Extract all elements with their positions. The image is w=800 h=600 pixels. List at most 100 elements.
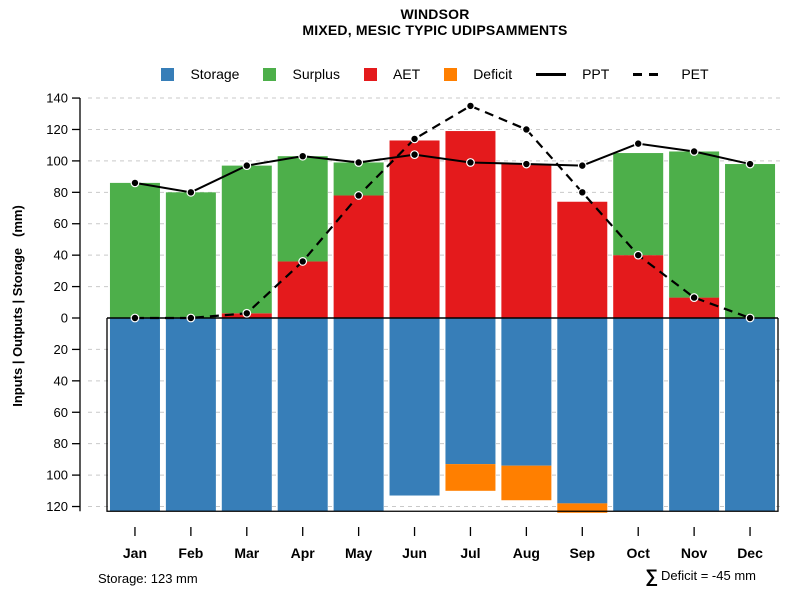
deficit-total-label: ∑ Deficit = -45 mm — [645, 566, 756, 587]
surplus-bar-apr — [277, 156, 328, 262]
solid-line-icon — [536, 72, 567, 76]
storage-bar-feb — [165, 318, 216, 512]
pet-point-apr — [298, 257, 308, 266]
pet-point-dec — [745, 313, 755, 323]
pet-point-feb — [186, 313, 196, 323]
ppt-path — [134, 142, 751, 194]
storage-bar-sep — [557, 318, 608, 504]
legend-item-aet: AET — [363, 66, 421, 82]
chart-title: WINDSOR — [400, 6, 470, 22]
storage-bar-aug — [501, 318, 552, 466]
pet-point-aug — [521, 125, 531, 134]
pet-point-mar — [242, 308, 252, 318]
aet-bar-jun — [389, 140, 440, 318]
legend-label: PET — [681, 66, 709, 82]
legend-item-deficit: Deficit — [444, 66, 512, 82]
surplus-bar-nov — [669, 151, 720, 298]
legend-item-ppt: PPT — [536, 66, 609, 82]
month-label-jan: Jan — [123, 545, 147, 561]
storage-total-label: Storage: 123 mm — [98, 571, 198, 586]
storage-swatch-icon — [161, 67, 175, 81]
chart-subtitle: MIXED, MESIC TYPIC UDIPSAMMENTS — [302, 22, 568, 38]
aet-bar-nov — [669, 297, 720, 318]
sigma-icon: ∑ — [645, 566, 658, 586]
aet-bar-sep — [557, 201, 608, 318]
pet-point-jan — [130, 313, 140, 323]
ppt-point-sep — [577, 161, 587, 171]
surplus-bar-jan — [109, 182, 160, 318]
dashed-line-icon — [633, 72, 666, 76]
aet-bar-oct — [613, 255, 664, 318]
y-tick-label: 120 — [46, 499, 68, 514]
month-label-may: May — [345, 545, 372, 561]
ppt-point-feb — [186, 187, 196, 197]
surplus-bar-feb — [165, 192, 216, 318]
deficit-bar-sep — [557, 503, 608, 513]
storage-bar-dec — [725, 318, 776, 512]
storage-bar-apr — [277, 318, 328, 512]
storage-bar-oct — [613, 318, 664, 512]
x-axis: Jan Feb Mar Apr May Jun Jul Aug Sep Oct Nov Dec — [123, 527, 763, 561]
y-tick-label: 60 — [54, 216, 68, 231]
surplus-bar-may — [333, 162, 384, 196]
y-tick-label: 0 — [61, 311, 68, 326]
deficit-total-text: Deficit = -45 mm — [661, 568, 756, 583]
bars — [109, 131, 776, 513]
surplus-bar-dec — [725, 164, 776, 318]
month-label-jul: Jul — [460, 545, 480, 561]
plot-frame — [106, 317, 779, 512]
y-tick-label: 40 — [54, 248, 68, 263]
pet-point-jun — [410, 134, 419, 144]
pet-point-may — [354, 191, 364, 200]
month-label-feb: Feb — [178, 545, 203, 561]
legend-label: AET — [392, 66, 421, 82]
surplus-swatch-icon — [263, 67, 277, 81]
legend: Storage Surplus AET Deficit PPT PET — [70, 66, 800, 82]
line-markers — [130, 101, 755, 323]
legend-label: Storage — [190, 66, 240, 82]
deficit-bar-jul — [445, 464, 496, 491]
y-tick-label: 80 — [54, 185, 68, 200]
storage-frame — [106, 318, 779, 512]
ppt-line — [134, 142, 751, 194]
pet-point-oct — [633, 250, 643, 260]
ppt-point-mar — [242, 161, 252, 171]
y-tick-label: 40 — [54, 373, 68, 388]
ppt-point-dec — [745, 159, 755, 169]
storage-bar-may — [333, 318, 384, 512]
deficit-swatch-icon — [444, 67, 458, 81]
month-label-sep: Sep — [569, 545, 595, 561]
y-tick-label: 60 — [54, 405, 68, 420]
pet-point-nov — [689, 293, 699, 302]
storage-bar-nov — [669, 318, 720, 512]
deficit-bar-aug — [501, 465, 552, 501]
ppt-point-jun — [410, 150, 419, 160]
ppt-point-nov — [689, 147, 699, 156]
storage-bar-jun — [389, 318, 440, 496]
legend-label: PPT — [582, 66, 610, 82]
ppt-point-aug — [521, 159, 531, 169]
y-tick-label: 140 — [46, 91, 68, 106]
month-label-jun: Jun — [402, 545, 427, 561]
aet-bar-aug — [501, 164, 552, 318]
y-tick-label: 100 — [46, 468, 68, 483]
aet-bar-apr — [277, 261, 328, 318]
legend-item-storage: Storage — [161, 66, 239, 82]
surplus-bar-oct — [613, 153, 664, 256]
ppt-point-apr — [298, 151, 308, 161]
legend-label: Surplus — [292, 66, 340, 82]
pet-point-jul — [466, 101, 475, 111]
y-tick-label: 20 — [54, 279, 68, 294]
storage-bar-mar — [221, 318, 272, 512]
y-axis-title: Inputs | Outputs | Storage (mm) — [10, 205, 25, 407]
storage-bar-jul — [445, 318, 496, 465]
y-tick-label: 100 — [46, 153, 68, 168]
month-label-aug: Aug — [513, 545, 540, 561]
y-tick-label: 20 — [54, 342, 68, 357]
y-tick-label: 80 — [54, 436, 68, 451]
ppt-point-oct — [633, 139, 643, 149]
month-label-dec: Dec — [737, 545, 763, 561]
aet-swatch-icon — [363, 67, 377, 81]
